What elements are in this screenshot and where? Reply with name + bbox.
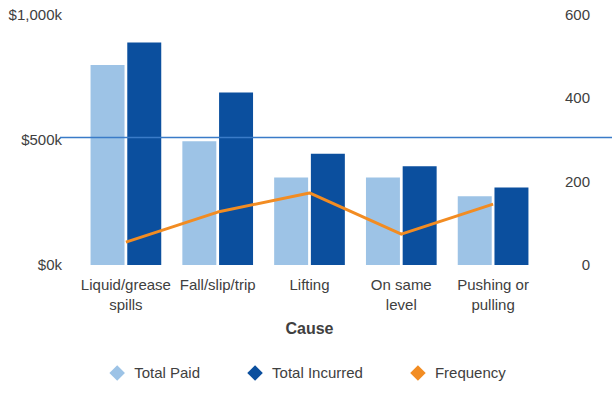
line <box>126 193 493 242</box>
bar <box>219 93 253 266</box>
chart: $0k $500k $1,000k 0 200 400 600 Liquid/grease sp… <box>0 0 616 402</box>
bar <box>182 141 216 265</box>
x-tick-line: level <box>386 296 417 313</box>
x-tick-line: Lifting <box>289 276 329 293</box>
bar <box>311 154 345 265</box>
y-tick-label: $500k <box>21 131 62 148</box>
legend-marker <box>109 365 125 381</box>
bar <box>274 178 308 266</box>
legend-label: Frequency <box>435 364 506 381</box>
x-tick-line: Pushing or <box>457 276 529 293</box>
y2-tick-label: 200 <box>565 173 590 190</box>
bar <box>91 65 125 265</box>
legend-marker <box>247 365 263 381</box>
y-tick-label: $1,000k <box>9 6 63 23</box>
reference-line <box>60 137 612 139</box>
y-tick-label: $0k <box>38 256 63 273</box>
x-tick-label: Fall/slip/trip <box>180 276 256 293</box>
legend-label: Total Paid <box>134 364 200 381</box>
x-tick-label: Lifting <box>289 276 329 293</box>
y2-tick-label: 600 <box>565 6 590 23</box>
x-tick-label: Liquid/grease spills <box>81 276 171 313</box>
x-tick-label: Pushing or pulling <box>457 276 529 313</box>
bar <box>403 166 437 265</box>
legend-marker <box>410 365 426 381</box>
x-tick-line: On same <box>371 276 432 293</box>
x-tick-line: Fall/slip/trip <box>180 276 256 293</box>
plot-area <box>91 43 529 266</box>
x-tick-line: spills <box>109 296 142 313</box>
x-axis-title: Cause <box>285 320 333 337</box>
x-tick-label: On same level <box>371 276 432 313</box>
y2-tick-label: 400 <box>565 89 590 106</box>
x-tick-line: pulling <box>471 296 514 313</box>
bar <box>494 188 528 266</box>
legend-label: Total Incurred <box>272 364 363 381</box>
x-tick-line: Liquid/grease <box>81 276 171 293</box>
legend: Total Paid Total Incurred Frequency <box>109 364 506 381</box>
y2-tick-label: 0 <box>582 256 590 273</box>
